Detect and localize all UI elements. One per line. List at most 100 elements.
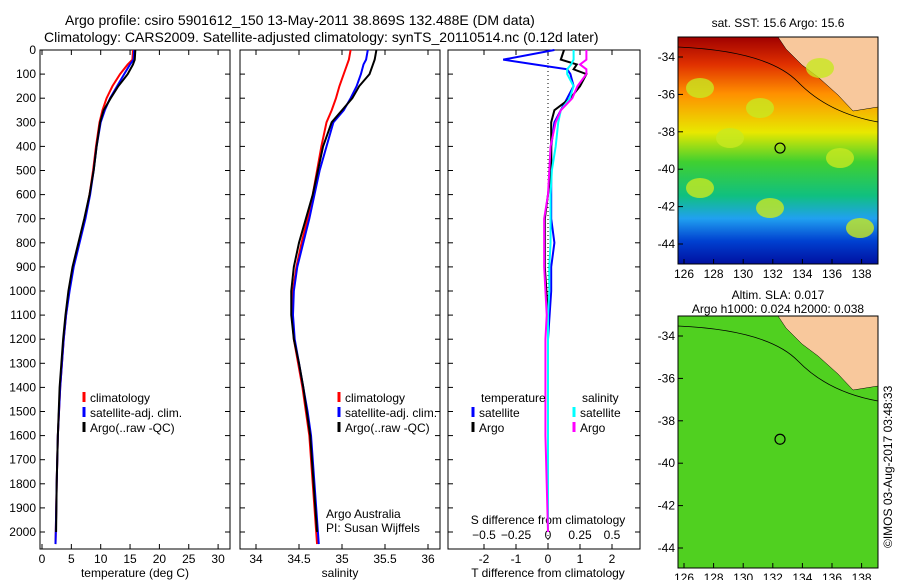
- ytick-label: 600: [16, 188, 36, 202]
- ytick-label: 0: [29, 43, 36, 57]
- sal-tick-label: 35: [335, 552, 349, 566]
- temp-tick-label: 20: [153, 552, 167, 566]
- sla-anomaly: [826, 148, 854, 168]
- legend-label: satellite-adj. clim.: [345, 406, 437, 420]
- temp-tick-label: 30: [211, 552, 225, 566]
- sla-anomaly: [756, 198, 784, 218]
- legend-label: satellite: [580, 406, 621, 420]
- ytick-label: 400: [16, 139, 36, 153]
- lon-tick-label: 128: [704, 267, 724, 281]
- lat-tick-label: -44: [658, 237, 676, 251]
- sla-map-title-2: Argo h1000: 0.024 h2000: 0.038: [692, 302, 864, 316]
- ytick-label: 200: [16, 91, 36, 105]
- legend-label: climatology: [90, 391, 150, 405]
- title-line-2: Climatology: CARS2009. Satellite-adjuste…: [44, 29, 599, 45]
- temp-tick-label: 0: [39, 552, 46, 566]
- ytick-label: 1600: [9, 429, 36, 443]
- sla-anomaly: [746, 98, 774, 118]
- temp-tick-label: 25: [182, 552, 196, 566]
- map-frame: [677, 36, 879, 265]
- sla-anomaly: [846, 218, 874, 238]
- lat-tick-label: -44: [658, 541, 676, 555]
- ytick-label: 300: [16, 115, 36, 129]
- sdiff-tick-label: −0.5: [472, 528, 496, 542]
- panel-frame-1: [239, 49, 441, 550]
- series-argo-raw-qc-: [55, 49, 137, 533]
- legend-label: Argo(..raw -QC): [345, 421, 430, 435]
- ytick-label: 1000: [9, 284, 36, 298]
- lon-tick-label: 138: [852, 267, 872, 281]
- argo-float-marker: [774, 142, 786, 154]
- depth-contour: [677, 46, 879, 123]
- ytick-label: 1700: [9, 453, 36, 467]
- sal-tick-label: 34.5: [287, 552, 311, 566]
- lat-tick-label: -36: [658, 87, 676, 101]
- ytick-label: 2000: [9, 525, 36, 539]
- annotation-line-2: PI: Susan Wijffels: [326, 521, 420, 535]
- xlabel-tdiff: T difference from climatology: [471, 566, 625, 580]
- sal-tick-label: 35.5: [373, 552, 397, 566]
- lon-tick-label: 134: [792, 267, 812, 281]
- temp-tick-label: 15: [123, 552, 137, 566]
- lat-tick-label: -40: [658, 456, 676, 470]
- tdiff-tick-label: 2: [609, 552, 616, 566]
- ytick-label: 1100: [10, 308, 36, 322]
- ytick-label: 1400: [9, 380, 36, 394]
- lon-tick-label: 134: [792, 571, 812, 580]
- lat-tick-label: -38: [658, 125, 676, 139]
- lon-tick-label: 126: [674, 571, 694, 580]
- legend-header-salinity: salinity: [582, 391, 619, 405]
- lat-tick-label: -38: [658, 414, 676, 428]
- sdiff-tick-label: 0.5: [604, 528, 621, 542]
- legend-label: satellite: [479, 406, 520, 420]
- series-t-satellite: [503, 49, 575, 532]
- lon-tick-label: 132: [763, 267, 783, 281]
- sal-tick-label: 34: [249, 552, 263, 566]
- ytick-label: 100: [16, 67, 36, 81]
- title-line-1: Argo profile: csiro 5901612_150 13-May-2…: [65, 12, 535, 28]
- lon-tick-label: 132: [763, 571, 783, 580]
- sla-anomaly: [686, 78, 714, 98]
- sla-anomaly: [686, 178, 714, 198]
- ytick-label: 900: [16, 260, 36, 274]
- ytick-label: 1500: [9, 405, 36, 419]
- legend-label: satellite-adj. clim.: [90, 406, 182, 420]
- lon-tick-label: 136: [822, 267, 842, 281]
- lat-tick-label: -42: [658, 499, 676, 513]
- tdiff-tick-label: 0: [545, 552, 552, 566]
- series-climatology: [291, 49, 352, 545]
- temp-tick-label: 10: [94, 552, 108, 566]
- sla-map-title-1: Altim. SLA: 0.017: [732, 288, 825, 302]
- series-s-argo: [543, 50, 588, 533]
- ytick-label: 700: [16, 212, 36, 226]
- lat-tick-label: -36: [658, 371, 676, 385]
- lat-tick-label: -40: [658, 162, 676, 176]
- ytick-label: 1300: [9, 356, 36, 370]
- lon-tick-label: 126: [674, 267, 694, 281]
- annotation-line-1: Argo Australia: [326, 507, 401, 521]
- lon-tick-label: 130: [733, 571, 753, 580]
- copyright: ©IMOS 03-Aug-2017 03:48:33: [881, 385, 895, 548]
- ytick-label: 1200: [9, 332, 36, 346]
- lon-tick-label: 130: [733, 267, 753, 281]
- sdiff-tick-label: 0.25: [568, 528, 592, 542]
- xlabel-temperature: temperature (deg C): [81, 566, 189, 580]
- ytick-label: 800: [16, 236, 36, 250]
- series-s-satellite: [547, 50, 575, 532]
- lat-tick-label: -34: [658, 50, 676, 64]
- series-argo-raw-qc-: [290, 49, 378, 533]
- ytick-label: 1800: [9, 477, 36, 491]
- sla-map: 126 128 130 132 134 136 138 -34 -36 -38 -40 -42 -44: [658, 58, 879, 580]
- sst-map-title: sat. SST: 15.6 Argo: 15.6: [712, 16, 845, 30]
- legend-label: Argo: [580, 421, 606, 435]
- tdiff-tick-label: -2: [479, 552, 490, 566]
- lat-tick-label: -34: [658, 329, 676, 343]
- legend-label: Argo: [479, 421, 505, 435]
- map-frame: [677, 315, 879, 569]
- xlabel-salinity: salinity: [322, 566, 359, 580]
- depth-contour: [677, 325, 879, 402]
- sal-tick-label: 36: [421, 552, 435, 566]
- tdiff-tick-label: -1: [511, 552, 522, 566]
